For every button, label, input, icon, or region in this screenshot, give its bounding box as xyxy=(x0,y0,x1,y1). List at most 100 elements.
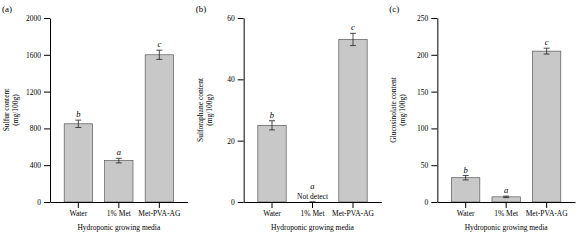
panel-label: (b) xyxy=(196,4,207,14)
annotation: c xyxy=(545,37,549,47)
annotation: a xyxy=(504,185,508,195)
annotation: Not detect xyxy=(297,192,329,201)
annotation: a xyxy=(117,147,121,157)
error-stem xyxy=(272,121,273,130)
error-bar xyxy=(75,120,81,127)
plot-area xyxy=(258,33,367,202)
plot-area xyxy=(452,48,561,202)
y-tick: 20 xyxy=(227,137,244,146)
plot-area xyxy=(64,50,173,202)
y-tick-mark xyxy=(238,141,244,142)
x-axis-title: Hydroponic growing media xyxy=(77,223,161,232)
y-tick: 40 xyxy=(227,75,244,84)
y-tick-label: 200 xyxy=(417,51,429,60)
y-tick-mark xyxy=(238,202,244,203)
y-tick-label: 100 xyxy=(417,124,429,133)
y-tick: 2000 xyxy=(26,14,50,23)
x-tick: Water xyxy=(69,202,87,218)
error-cap xyxy=(310,202,316,203)
annotation: b xyxy=(76,109,80,119)
error-bar xyxy=(310,202,316,203)
x-tick-label: Met-PVA-AG xyxy=(332,209,375,218)
bar xyxy=(492,197,520,202)
y-axis-line xyxy=(50,19,51,203)
x-tick: 1% Met xyxy=(107,202,132,218)
error-stem xyxy=(78,120,79,127)
annotation: a xyxy=(310,181,314,191)
error-cap xyxy=(544,54,550,55)
y-tick: 0 xyxy=(37,198,50,207)
y-tick-mark xyxy=(44,128,50,129)
y-tick: 60 xyxy=(227,14,244,23)
x-tick-label: Met-PVA-AG xyxy=(138,209,181,218)
x-tick-label: Water xyxy=(263,209,281,218)
x-tick-mark xyxy=(546,202,547,208)
y-tick-label: 1600 xyxy=(26,51,41,60)
error-bar xyxy=(350,33,356,45)
error-cap xyxy=(463,179,469,180)
y-axis: 0 400 800 1200 1600 2000 xyxy=(26,14,51,207)
x-tick-label: Water xyxy=(69,209,87,218)
y-tick-label: 1200 xyxy=(26,88,41,97)
y-tick: 1200 xyxy=(26,88,50,97)
error-cap xyxy=(269,120,275,121)
x-tick: Met-PVA-AG xyxy=(526,202,569,218)
annotation: c xyxy=(157,39,161,49)
y-tick-label: 400 xyxy=(30,161,42,170)
y-tick-mark xyxy=(238,79,244,80)
y-tick: 800 xyxy=(30,124,50,133)
y-tick: 100 xyxy=(417,124,437,133)
x-axis-title: Hydroponic growing media xyxy=(465,223,549,232)
error-stem xyxy=(352,33,353,45)
bar xyxy=(339,39,367,202)
bar xyxy=(105,161,133,202)
y-tick-label: 0 xyxy=(231,198,235,207)
error-bar xyxy=(156,50,162,59)
x-axis: Water 1% Met Met-PVA-AG xyxy=(51,202,189,218)
error-cap xyxy=(156,59,162,60)
x-tick-mark xyxy=(506,202,507,208)
x-tick: Water xyxy=(263,202,281,218)
x-tick: Met-PVA-AG xyxy=(138,202,181,218)
y-axis: 0 20 40 60 xyxy=(227,14,244,207)
error-cap xyxy=(310,202,316,203)
y-tick-mark xyxy=(431,202,437,203)
y-tick-label: 150 xyxy=(417,88,429,97)
y-tick: 400 xyxy=(30,161,50,170)
x-tick-mark xyxy=(465,202,466,208)
y-axis-line xyxy=(437,19,438,203)
y-tick: 0 xyxy=(231,198,244,207)
error-cap xyxy=(463,175,469,176)
bar xyxy=(145,55,173,202)
x-tick: Met-PVA-AG xyxy=(332,202,375,218)
error-cap xyxy=(350,33,356,34)
y-tick-label: 40 xyxy=(227,75,235,84)
y-tick-label: 20 xyxy=(227,137,235,146)
x-tick-mark xyxy=(272,202,273,208)
panel: 0 20 40 60 Water 1% Met Met-PVA-AG b aNot detect… xyxy=(196,4,382,232)
x-tick: Water xyxy=(457,202,475,218)
y-tick: 200 xyxy=(417,51,437,60)
error-bar xyxy=(116,158,122,163)
y-tick: 0 xyxy=(425,198,438,207)
error-cap xyxy=(503,197,509,198)
x-tick-mark xyxy=(159,202,160,208)
x-tick: 1% Met xyxy=(301,202,326,218)
y-tick-mark xyxy=(431,128,437,129)
y-tick-mark xyxy=(431,18,437,19)
error-cap xyxy=(269,129,275,130)
panel-label: (c) xyxy=(389,4,399,14)
x-axis-line xyxy=(438,202,576,203)
x-tick-label: 1% Met xyxy=(301,209,326,218)
y-tick-mark xyxy=(44,202,50,203)
error-bar xyxy=(544,48,550,54)
y-axis-title: Glucosinolate content(mg/100g) xyxy=(389,76,407,143)
y-tick-mark xyxy=(431,55,437,56)
y-tick-mark xyxy=(238,18,244,19)
x-tick-label: Met-PVA-AG xyxy=(526,209,569,218)
annotation: b xyxy=(270,110,274,120)
x-axis-title: Hydroponic growing media xyxy=(271,223,355,232)
bar xyxy=(532,51,560,202)
y-tick-mark xyxy=(431,92,437,93)
error-cap xyxy=(350,45,356,46)
